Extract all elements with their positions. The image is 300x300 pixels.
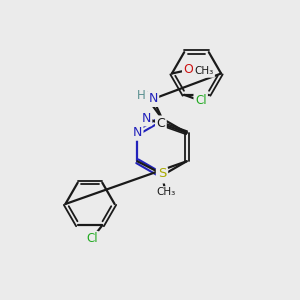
Text: H: H [137, 89, 146, 102]
Text: Cl: Cl [86, 232, 98, 245]
Text: Cl: Cl [195, 94, 206, 107]
Text: C: C [157, 117, 165, 130]
Text: H: H [141, 91, 150, 101]
Text: N: N [142, 112, 151, 125]
Text: CH₃: CH₃ [156, 188, 175, 197]
Text: N: N [133, 126, 142, 139]
Text: O: O [184, 63, 193, 76]
Text: N: N [157, 169, 167, 182]
Text: CH₃: CH₃ [194, 66, 214, 76]
Text: N: N [148, 92, 158, 106]
Text: S: S [158, 167, 166, 180]
